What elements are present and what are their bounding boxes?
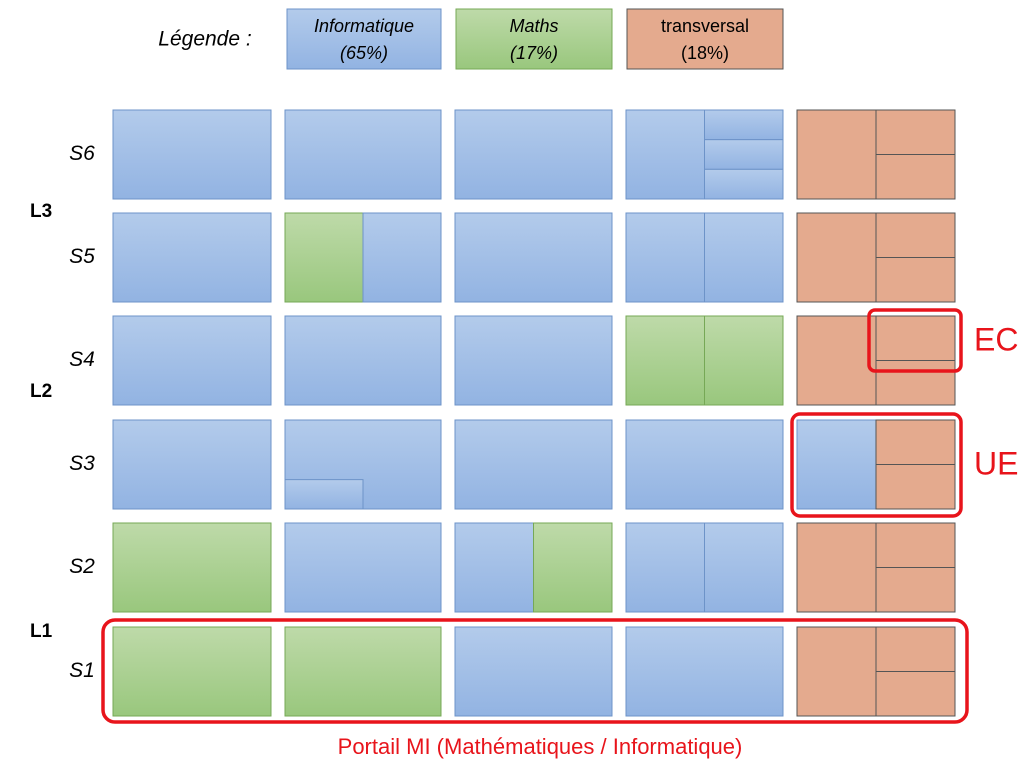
legend-share: (17%) <box>510 43 558 63</box>
course-block <box>454 315 613 406</box>
course-block <box>875 626 956 672</box>
course-block <box>625 109 705 200</box>
legend: Informatique (65%) Maths (17%) transversal (1… <box>286 8 784 70</box>
course-block <box>625 315 705 406</box>
legend-share: (18%) <box>681 43 729 63</box>
course-block <box>454 109 613 200</box>
semester-label: S2 <box>69 555 95 578</box>
ue-label: UE <box>974 445 1018 481</box>
course-block <box>112 109 272 200</box>
course-block <box>875 257 956 303</box>
course-block <box>112 626 272 717</box>
year-label: L2 <box>30 381 52 402</box>
course-block <box>875 522 956 568</box>
semester-label: S3 <box>69 452 95 475</box>
course-block <box>533 522 613 613</box>
course-block <box>454 522 534 613</box>
course-block <box>284 109 442 200</box>
course-block <box>112 522 272 613</box>
course-block <box>454 419 613 510</box>
course-block <box>284 479 364 510</box>
course-block <box>362 212 442 303</box>
grid: S6 S5 S4 S3 S2 S1 <box>69 109 956 717</box>
course-block <box>704 212 784 303</box>
course-block <box>704 109 784 141</box>
course-block <box>454 212 613 303</box>
course-block <box>625 626 784 717</box>
course-block <box>796 109 877 200</box>
course-block <box>112 315 272 406</box>
course-block <box>796 626 877 717</box>
course-block <box>796 315 877 406</box>
semester-label: S5 <box>69 245 95 268</box>
course-block <box>796 522 877 613</box>
course-block <box>112 419 272 510</box>
course-block <box>796 419 877 510</box>
course-block <box>704 315 784 406</box>
course-block <box>625 212 705 303</box>
course-block <box>796 212 877 303</box>
year-label: L1 <box>30 621 53 642</box>
course-block <box>875 109 956 155</box>
course-block <box>875 154 956 200</box>
course-block <box>112 212 272 303</box>
course-block <box>625 419 784 510</box>
semester-label: S6 <box>69 142 95 165</box>
legend-name: transversal <box>661 16 749 36</box>
course-block <box>284 626 442 717</box>
course-block <box>454 626 613 717</box>
course-block <box>875 567 956 613</box>
semester-label: S4 <box>69 348 95 371</box>
legend-name: Maths <box>509 16 558 36</box>
legend-swatch <box>286 8 442 70</box>
year-label: L3 <box>30 201 52 222</box>
course-block <box>875 360 956 406</box>
semester-label: S1 <box>69 659 95 682</box>
legend-title: Légende : <box>158 28 251 51</box>
course-block <box>284 315 442 406</box>
course-block <box>704 139 784 170</box>
course-block <box>625 522 705 613</box>
course-block <box>284 212 364 303</box>
course-block <box>875 419 956 465</box>
course-block <box>875 464 956 510</box>
portal-box <box>101 618 969 724</box>
course-block <box>875 671 956 717</box>
ec-label: EC <box>974 321 1018 357</box>
legend-swatch <box>455 8 613 70</box>
portal-label: Portail MI (Mathématiques / Informatique… <box>338 734 743 759</box>
course-block <box>284 522 442 613</box>
course-block <box>875 315 956 361</box>
course-block <box>704 168 784 200</box>
course-block <box>704 522 784 613</box>
legend-name: Informatique <box>314 16 414 36</box>
course-block <box>875 212 956 258</box>
legend-share: (65%) <box>340 43 388 63</box>
ec-box <box>867 308 963 373</box>
legend-swatch <box>626 8 784 70</box>
ue-box <box>790 412 963 518</box>
